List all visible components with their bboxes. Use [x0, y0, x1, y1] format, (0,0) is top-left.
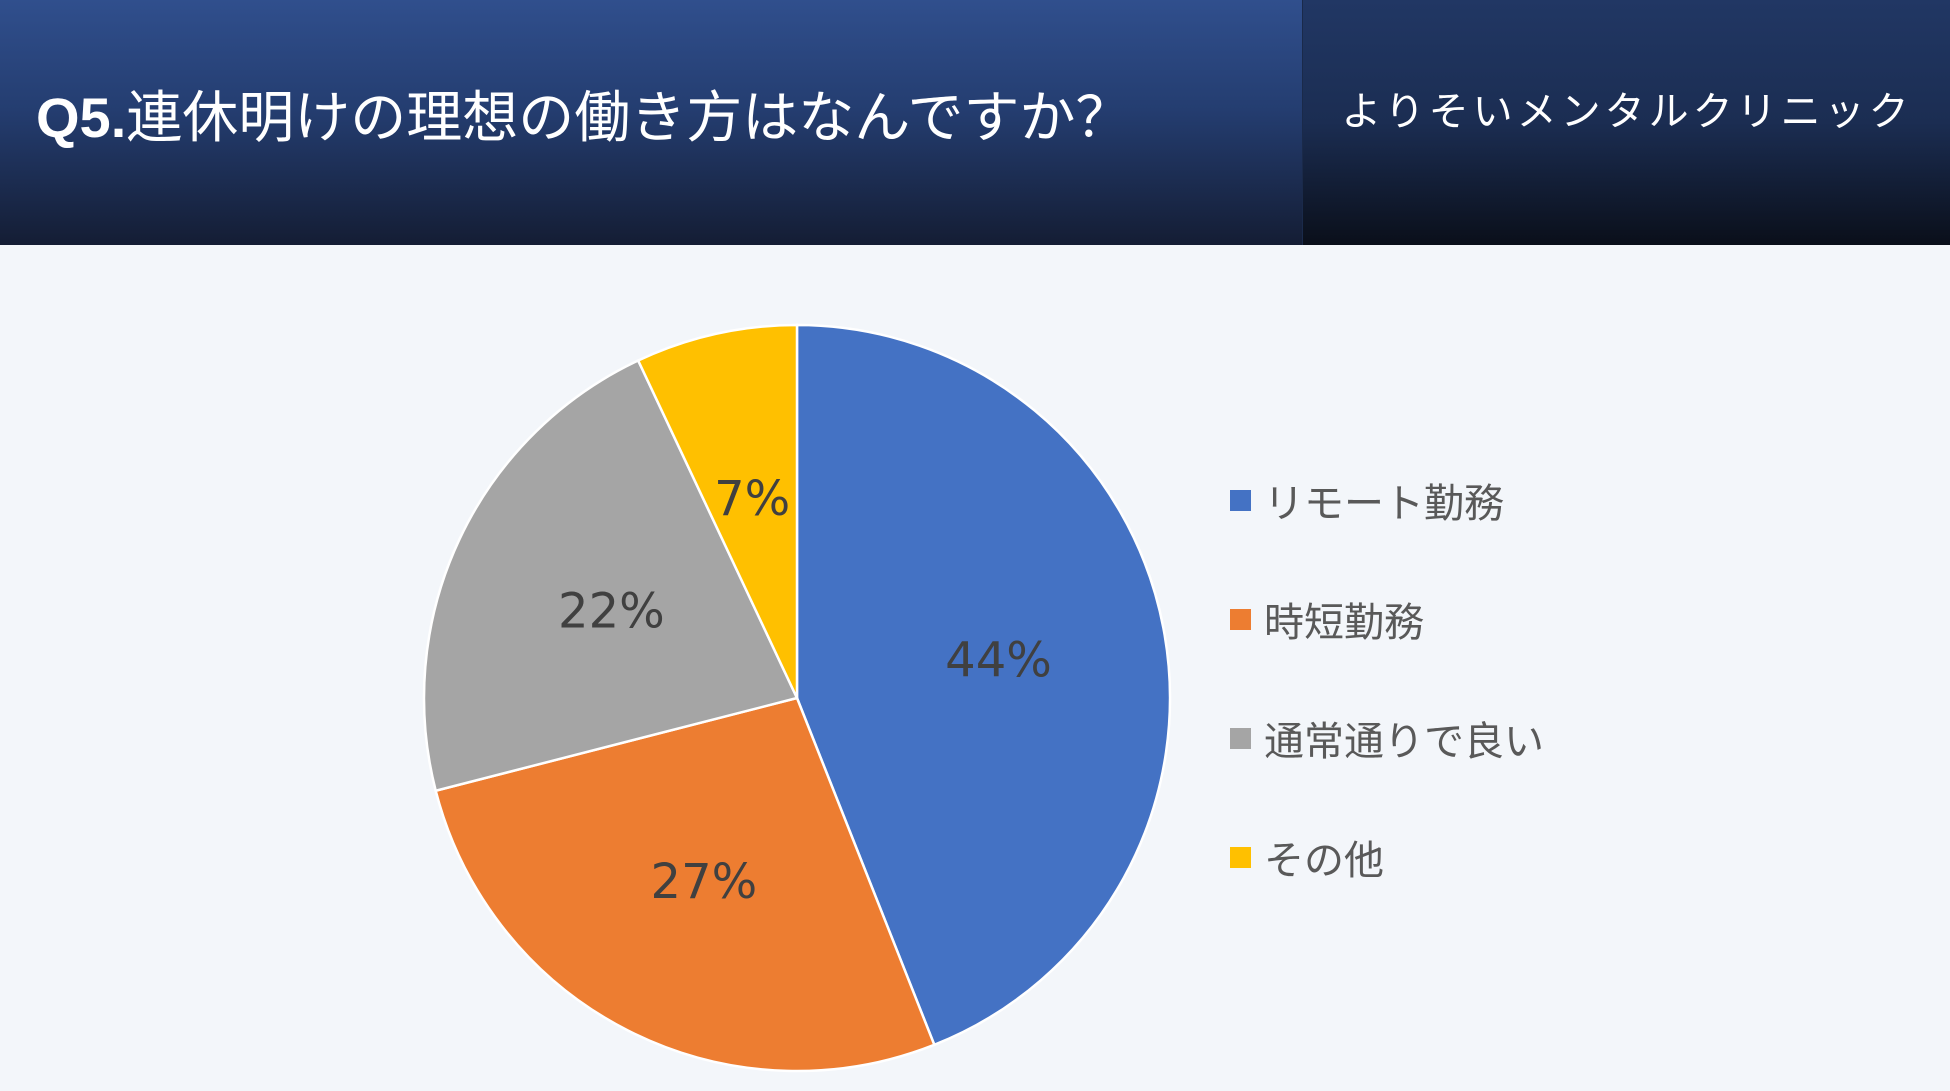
pie-data-labels: 44% 27% 22% 7% [558, 471, 1052, 910]
legend-label-1: リモート勤務 [1264, 481, 1504, 527]
legend-item-2: 時短勤務 [1230, 589, 1544, 649]
data-label-4: 7% [714, 471, 790, 527]
legend-label-2: 時短勤務 [1264, 600, 1424, 646]
header-banner: Q5.連休明けの理想の働き方はなんですか？ よりそいメンタルクリニック [0, 0, 1950, 245]
data-label-2: 27% [651, 854, 758, 910]
data-label-1: 44% [945, 633, 1052, 689]
pie-slice-1 [795, 323, 1172, 1047]
legend-label-3: 通常通りで良い [1264, 719, 1544, 765]
legend-swatch-1 [1230, 489, 1251, 511]
legend-item-4: その他 [1230, 827, 1544, 887]
question-text: 連休明けの理想の働き方はなんですか？ [126, 86, 1132, 151]
pie-slices [422, 323, 1172, 1073]
legend-label-4: その他 [1264, 838, 1384, 884]
legend-swatch-3 [1230, 727, 1251, 749]
legend-swatch-2 [1230, 608, 1251, 630]
clinic-panel: よりそいメンタルクリニック [1302, 0, 1950, 245]
legend-item-1: リモート勤務 [1230, 470, 1544, 530]
legend-swatch-4 [1230, 846, 1251, 868]
legend-item-3: 通常通りで良い [1230, 708, 1544, 768]
pie-slice-2 [434, 696, 936, 1073]
clinic-name: よりそいメンタルクリニック [1341, 89, 1913, 135]
chart-legend: リモート勤務 時短勤務通常通りで良い その他 [1230, 470, 1544, 946]
pie-slice-4 [636, 323, 799, 699]
data-label-3: 22% [558, 584, 665, 640]
question-number: Q5. [36, 86, 127, 149]
pie-slice-3 [422, 358, 799, 793]
pie-chart: 44% 27% 22% 7% [422, 323, 1172, 1073]
page-title: Q5.連休明けの理想の働き方はなんですか？ [36, 78, 1131, 159]
